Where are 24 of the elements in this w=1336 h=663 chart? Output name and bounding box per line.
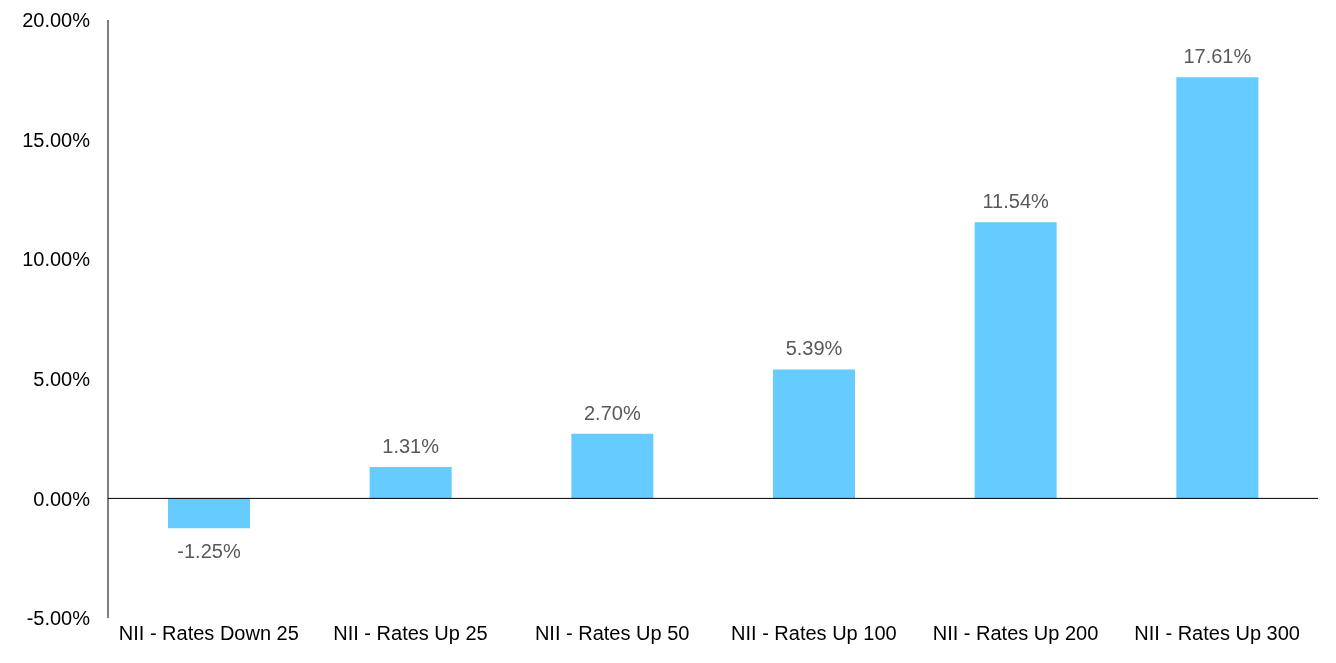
bar [773,369,855,499]
data-label: 2.70% [583,401,641,424]
x-tick-label: NII - Rates Up 100 [731,622,897,645]
data-label: 11.54% [982,190,1050,213]
x-tick-label: NII - Rates Up 200 [932,622,1099,645]
y-tick-label: 5.00% [33,367,91,390]
bar [1176,77,1259,499]
data-label: 5.39% [785,337,843,360]
x-tick-label: NII - Rates Down 25 [118,622,299,645]
y-tick-label: 20.00% [22,9,91,32]
y-tick-label: 10.00% [22,248,91,271]
bar [974,222,1057,499]
bar [571,433,654,499]
data-label: 17.61% [1183,45,1252,68]
x-tick-label: NII - Rates Up 300 [1134,622,1300,645]
x-tick-label: NII - Rates Up 50 [534,622,690,645]
y-tick-label: -5.00% [26,607,91,630]
x-tick-label: NII - Rates Up 25 [333,622,488,645]
bar [369,467,452,499]
data-label: 1.31% [382,435,440,458]
bar [168,498,250,529]
y-tick-label: 15.00% [22,128,91,151]
data-label: -1.25% [177,540,241,563]
y-tick-label: 0.00% [33,487,91,510]
